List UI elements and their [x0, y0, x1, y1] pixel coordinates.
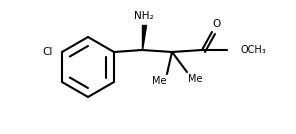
Polygon shape: [142, 25, 146, 50]
Text: O: O: [213, 19, 221, 29]
Text: NH₂: NH₂: [134, 11, 154, 21]
Text: Me: Me: [152, 76, 166, 86]
Text: Cl: Cl: [43, 47, 53, 57]
Text: Me: Me: [188, 74, 202, 84]
Text: OCH₃: OCH₃: [241, 45, 267, 55]
